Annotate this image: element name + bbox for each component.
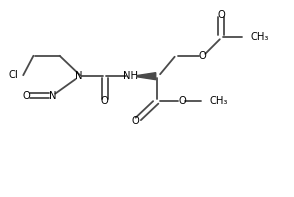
Text: NH: NH (123, 71, 138, 81)
Text: Cl: Cl (8, 70, 18, 80)
Text: O: O (101, 96, 109, 106)
Text: N: N (49, 91, 56, 101)
Text: CH₃: CH₃ (210, 96, 228, 106)
Text: O: O (131, 116, 139, 126)
Text: CH₃: CH₃ (250, 32, 269, 42)
Text: N: N (75, 71, 82, 81)
Text: O: O (178, 96, 186, 106)
Text: O: O (22, 91, 30, 101)
Text: O: O (198, 51, 206, 61)
Polygon shape (137, 73, 156, 80)
Text: O: O (217, 10, 225, 20)
